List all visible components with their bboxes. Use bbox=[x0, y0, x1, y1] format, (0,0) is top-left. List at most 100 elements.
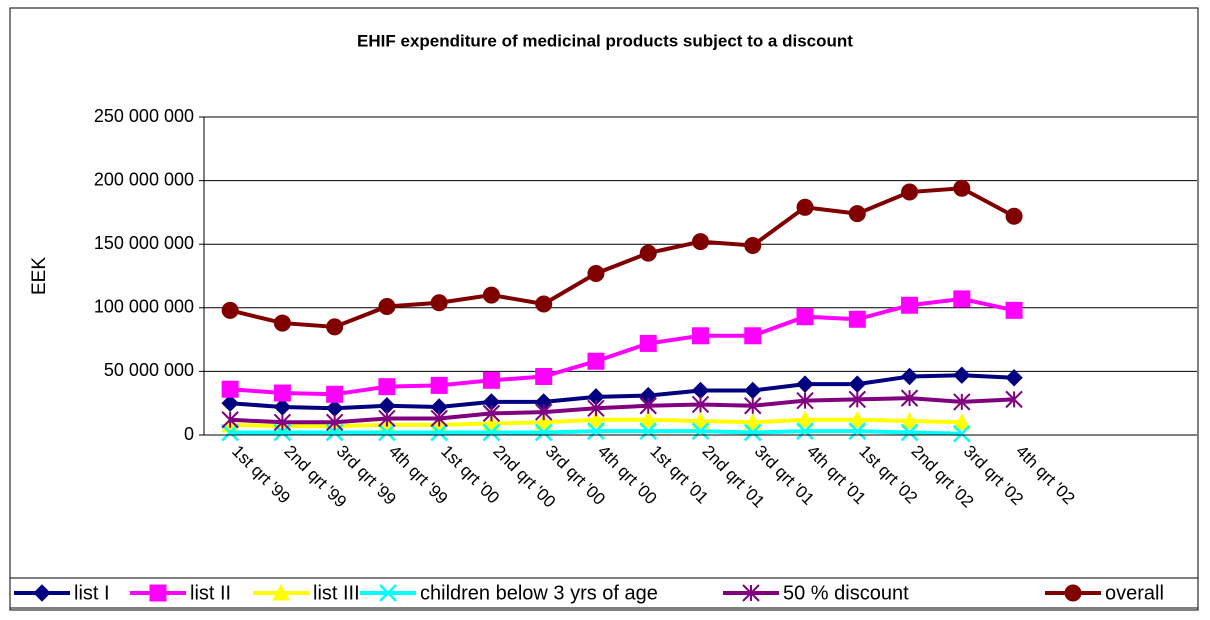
marker bbox=[900, 389, 919, 407]
marker bbox=[379, 584, 397, 602]
marker bbox=[378, 298, 396, 316]
marker bbox=[742, 584, 760, 602]
marker bbox=[743, 413, 762, 430]
marker bbox=[796, 391, 814, 410]
marker bbox=[639, 410, 658, 428]
marker bbox=[587, 399, 605, 417]
marker bbox=[744, 327, 762, 345]
marker bbox=[273, 384, 291, 402]
marker bbox=[1005, 369, 1023, 387]
marker bbox=[953, 179, 971, 197]
series-line bbox=[229, 186, 1016, 329]
marker bbox=[273, 413, 292, 431]
series-line bbox=[229, 296, 1015, 397]
marker bbox=[430, 423, 449, 442]
y-tick-label: 200 000 000 bbox=[94, 169, 194, 189]
marker bbox=[1064, 584, 1082, 602]
marker bbox=[639, 244, 657, 262]
marker bbox=[848, 390, 866, 409]
marker bbox=[482, 404, 501, 423]
marker bbox=[482, 423, 501, 442]
marker bbox=[848, 310, 866, 328]
series-line bbox=[230, 396, 1015, 425]
legend-label: children below 3 yrs of age bbox=[420, 582, 658, 604]
marker bbox=[587, 264, 605, 282]
marker bbox=[326, 318, 344, 336]
marker bbox=[952, 424, 971, 443]
marker bbox=[848, 410, 867, 428]
marker bbox=[430, 376, 448, 394]
marker bbox=[430, 294, 448, 312]
marker bbox=[639, 397, 657, 415]
marker bbox=[273, 314, 291, 332]
legend-label: 50 % discount bbox=[783, 582, 909, 604]
marker bbox=[691, 422, 710, 441]
marker bbox=[1005, 390, 1023, 409]
marker bbox=[221, 411, 239, 429]
marker bbox=[326, 385, 344, 403]
marker bbox=[691, 395, 710, 414]
y-tick-label: 250 000 000 bbox=[94, 106, 194, 126]
chart-title: EHIF expenditure of medicinal products s… bbox=[357, 31, 853, 50]
marker bbox=[796, 308, 814, 326]
marker bbox=[901, 296, 919, 314]
marker bbox=[901, 183, 919, 201]
marker bbox=[535, 295, 553, 313]
marker bbox=[900, 423, 919, 442]
marker bbox=[744, 397, 762, 415]
marker bbox=[221, 423, 240, 442]
marker bbox=[953, 366, 971, 384]
marker bbox=[953, 393, 971, 411]
legend-label: list III bbox=[313, 582, 360, 604]
marker bbox=[378, 409, 396, 428]
marker bbox=[691, 411, 710, 429]
y-tick-label: 50 000 000 bbox=[104, 360, 194, 380]
y-tick-label: 100 000 000 bbox=[94, 297, 194, 317]
marker bbox=[587, 410, 605, 428]
marker bbox=[221, 301, 239, 319]
marker bbox=[952, 413, 971, 430]
marker bbox=[743, 423, 762, 442]
y-tick-label: 0 bbox=[184, 424, 194, 444]
marker bbox=[272, 583, 290, 601]
marker bbox=[796, 422, 814, 441]
y-axis-label: EEK bbox=[29, 257, 50, 295]
marker bbox=[639, 422, 658, 441]
marker bbox=[534, 423, 553, 442]
marker bbox=[149, 584, 167, 602]
marker bbox=[796, 198, 814, 216]
marker bbox=[639, 334, 657, 352]
marker bbox=[848, 422, 867, 441]
marker bbox=[1005, 301, 1023, 319]
marker bbox=[221, 380, 239, 398]
marker bbox=[848, 205, 866, 223]
marker bbox=[1005, 207, 1023, 225]
y-tick-label: 150 000 000 bbox=[94, 233, 194, 253]
marker bbox=[796, 375, 814, 393]
marker bbox=[953, 290, 971, 308]
marker bbox=[692, 327, 709, 345]
legend-label: list II bbox=[190, 582, 231, 604]
marker bbox=[692, 233, 709, 251]
marker bbox=[534, 413, 553, 430]
series-line bbox=[229, 373, 1015, 411]
marker bbox=[33, 584, 51, 602]
marker bbox=[378, 378, 396, 396]
marker bbox=[482, 286, 500, 304]
marker bbox=[482, 371, 500, 389]
marker bbox=[535, 403, 553, 421]
legend-label: list I bbox=[74, 582, 110, 604]
marker bbox=[587, 352, 605, 370]
legend-box bbox=[9, 577, 1199, 609]
marker bbox=[535, 367, 553, 385]
marker bbox=[325, 413, 344, 431]
marker bbox=[221, 394, 239, 412]
marker bbox=[378, 423, 396, 442]
marker bbox=[430, 409, 448, 428]
marker bbox=[900, 411, 919, 429]
marker bbox=[900, 367, 919, 386]
legend-label: overall bbox=[1105, 582, 1164, 604]
marker bbox=[744, 236, 762, 254]
marker bbox=[587, 422, 605, 441]
